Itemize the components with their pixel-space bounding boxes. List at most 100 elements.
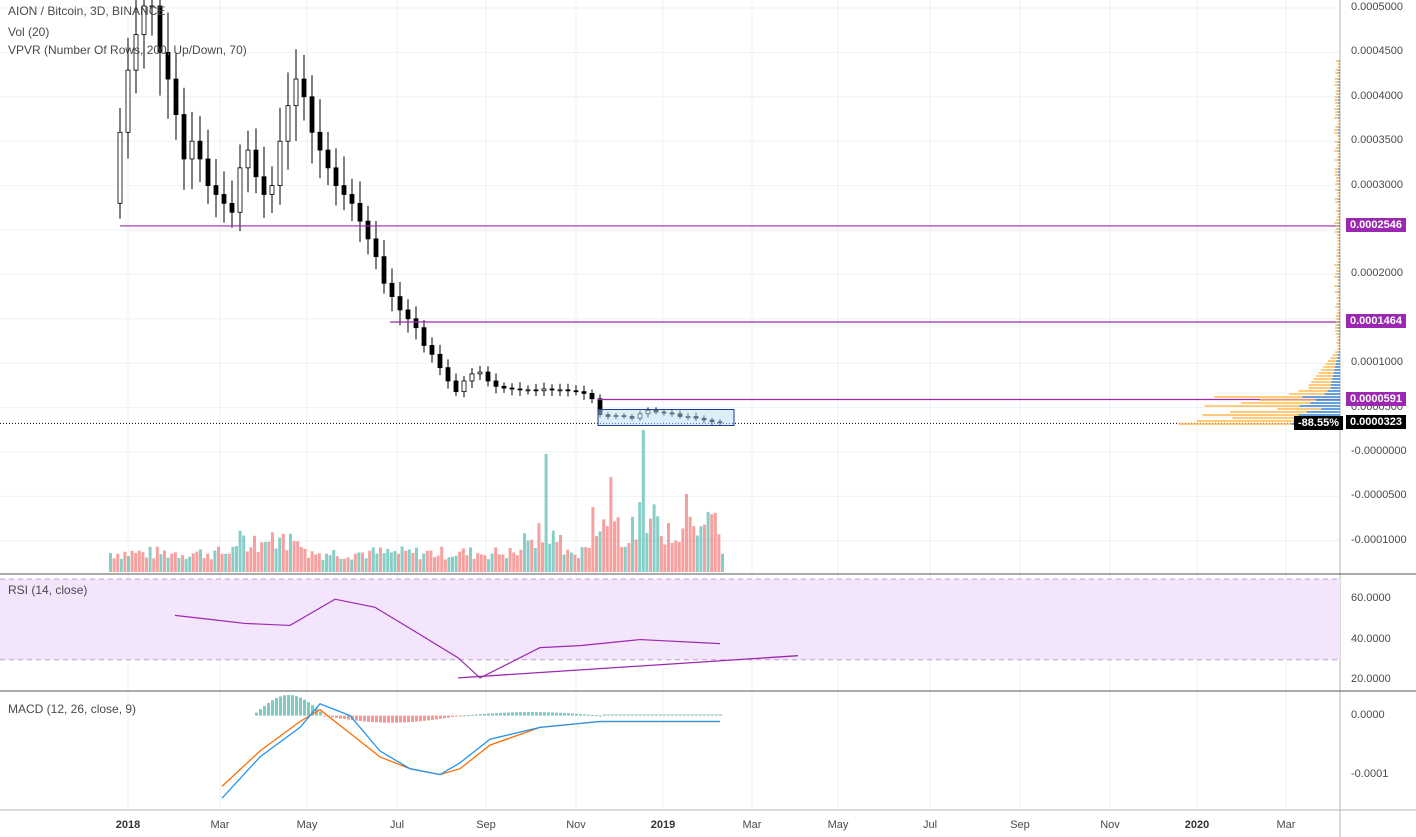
vpvr-down-105 (1336, 105, 1339, 107)
volume-bar-21 (184, 558, 188, 572)
vpvr-down-60 (1336, 60, 1339, 62)
vpvr-down-288 (1337, 288, 1340, 290)
macd-hist-451 (451, 715, 454, 718)
vpvr-up-294 (1339, 294, 1340, 296)
macd-hist-475 (475, 714, 478, 716)
vpvr-down-330 (1335, 330, 1339, 332)
vpvr-up-147 (1338, 147, 1340, 149)
volume-bar-67 (350, 559, 354, 572)
vpvr-down-96 (1334, 96, 1339, 98)
volume-bar-20 (181, 555, 184, 572)
volume-bar-113 (515, 555, 519, 572)
price-axis-label-5: 0.0002000 (1351, 267, 1403, 280)
vpvr-up-237 (1339, 237, 1340, 239)
macd-hist-375 (375, 715, 378, 723)
vpvr-up-141 (1338, 141, 1340, 143)
volume-bar-78 (389, 552, 393, 572)
volume-bar-156 (670, 542, 674, 572)
macd-hist-571 (571, 713, 574, 716)
volume-bar-124 (555, 541, 559, 572)
vpvr-down-414 (1202, 414, 1299, 416)
macd-hist-507 (507, 712, 510, 716)
volume-indicator-label[interactable]: Vol (20) (8, 25, 50, 39)
volume-bar-1 (112, 558, 116, 572)
vpvr-down-180 (1335, 180, 1339, 182)
vpvr-down-204 (1337, 204, 1340, 206)
macd-hist-619 (619, 714, 622, 716)
macd-hist-495 (495, 713, 498, 716)
vpvr-up-411 (1307, 411, 1340, 413)
vpvr-down-213 (1337, 213, 1340, 215)
volume-bar-12 (152, 558, 156, 572)
candle-body-56 (557, 389, 563, 392)
volume-bar-7 (134, 553, 138, 572)
vpvr-up-330 (1338, 330, 1340, 332)
vpvr-up-96 (1338, 96, 1340, 98)
candle-body-59 (581, 391, 587, 394)
vpvr-up-69 (1338, 69, 1340, 71)
vpvr-up-351 (1338, 351, 1340, 353)
vpvr-down-249 (1336, 249, 1339, 251)
vpvr-down-342 (1336, 342, 1339, 344)
time-axis-label-2: May (296, 819, 318, 831)
volume-bar-163 (695, 535, 699, 572)
volume-bar-69 (357, 552, 361, 572)
vpvr-up-249 (1338, 249, 1340, 251)
volume-bar-45 (271, 532, 274, 572)
vpvr-down-81 (1335, 81, 1339, 83)
vpvr-up-78 (1338, 78, 1340, 80)
vpvr-down-108 (1334, 108, 1339, 110)
macd-hist-531 (531, 712, 534, 716)
volume-bar-46 (274, 548, 278, 572)
volume-bar-22 (188, 556, 192, 572)
macd-hist-263 (263, 705, 266, 716)
vpvr-down-270 (1336, 270, 1339, 272)
vpvr-down-348 (1337, 348, 1340, 350)
vpvr-down-258 (1337, 258, 1340, 260)
vpvr-down-123 (1337, 123, 1340, 125)
vpvr-down-279 (1337, 279, 1340, 281)
vpvr-down-87 (1336, 87, 1339, 89)
macd-hist-271 (271, 700, 274, 716)
vpvr-up-318 (1338, 318, 1340, 320)
candle-body-15 (229, 202, 235, 213)
macd-hist-371 (371, 715, 374, 723)
volume-bar-52 (296, 541, 300, 572)
vpvr-down-231 (1334, 231, 1339, 233)
macd-pane-title[interactable]: MACD (12, 26, close, 9) (8, 702, 137, 716)
volume-bar-137 (602, 519, 606, 572)
macd-hist-279 (279, 696, 282, 716)
macd-line (221, 703, 720, 799)
vpvr-down-357 (1330, 357, 1338, 359)
volume-bar-158 (677, 541, 681, 572)
macd-hist-419 (419, 715, 422, 722)
macd-hist-683 (683, 714, 686, 716)
vpvr-down-273 (1335, 273, 1339, 275)
vpvr-up-231 (1338, 231, 1340, 233)
volume-bar-159 (681, 528, 685, 572)
macd-hist-703 (703, 714, 706, 716)
volume-bar-161 (688, 516, 692, 572)
vpvr-up-177 (1338, 177, 1340, 179)
candle-body-28 (333, 167, 339, 186)
macd-hist-651 (651, 714, 654, 716)
volume-bar-76 (382, 553, 386, 572)
time-axis-label-8: May (827, 819, 849, 831)
vpvr-up-303 (1338, 303, 1340, 305)
macd-hist-595 (595, 715, 598, 717)
macd-hist-407 (407, 715, 410, 723)
vpvr-down-294 (1337, 294, 1340, 296)
vpvr-up-309 (1339, 309, 1340, 311)
vpvr-down-156 (1337, 156, 1340, 158)
vpvr-up-75 (1339, 75, 1340, 77)
candle-body-11 (197, 140, 203, 160)
vpvr-down-264 (1334, 264, 1339, 266)
vpvr-indicator-label[interactable]: VPVR (Number Of Rows, 200, Up/Down, 70) (8, 43, 247, 57)
vpvr-up-117 (1338, 117, 1340, 119)
rsi-pane-title[interactable]: RSI (14, close) (8, 583, 88, 597)
vpvr-up-327 (1338, 327, 1340, 329)
volume-bar-71 (364, 558, 368, 572)
macd-hist-323 (323, 715, 326, 717)
